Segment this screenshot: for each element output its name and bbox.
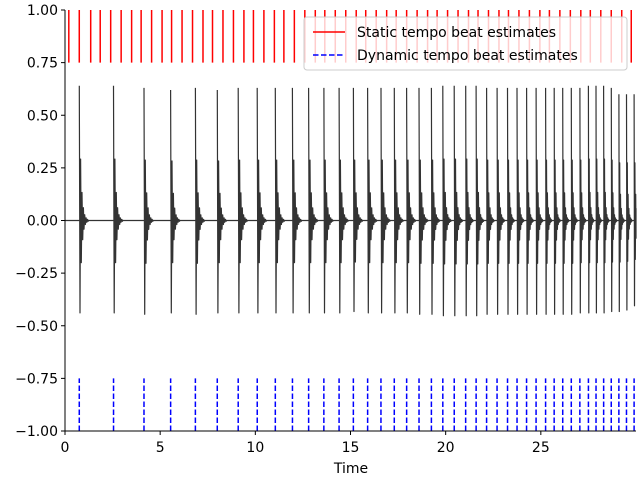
legend: Static tempo beat estimates Dynamic temp… [303,16,628,71]
waveform-burst [418,87,429,315]
waveform-burst [486,87,495,315]
waveform-burst [525,87,535,315]
dynamic-tempo-beats [78,378,635,431]
y-tick-label: −0.50 [15,319,58,335]
waveform-burst [625,94,633,311]
waveform-burst [406,87,417,314]
waveform-burst [506,87,516,315]
x-tick-label: 10 [246,440,264,456]
legend-static-label: Static tempo beat estimates [357,25,556,41]
legend-dynamic-label: Dynamic tempo beat estimates [357,48,578,64]
waveform-burst [430,87,441,315]
waveform-burst [291,87,303,314]
waveform-burst [633,94,637,307]
y-tick-label: −1.00 [15,424,58,440]
waveform-burst [308,87,319,314]
x-tick-label: 5 [156,440,165,456]
waveform-burst [338,87,350,314]
waveform-burst [143,87,155,315]
y-tick-label: 0.00 [27,214,58,230]
plot-area [65,10,637,431]
waveform-burst [78,85,90,314]
x-axis-title: Time [333,461,368,477]
axes: −1.00 −0.75 −0.50 −0.25 0.00 0.25 0.50 0.75 1.00… [15,3,636,477]
y-tick-label: 0.75 [27,56,58,72]
y-tick-label: 1.00 [27,3,58,19]
waveform-burst [610,87,618,313]
y-tick-label: 0.25 [27,161,58,177]
y-tick-label: 0.50 [27,108,58,124]
waveform-burst [442,85,452,317]
waveform-burst [112,85,124,314]
y-tick-label: −0.75 [15,371,58,387]
waveform-burst [602,85,610,314]
waveform-burst [475,85,485,317]
x-tick-label: 15 [342,440,360,456]
x-ticks: 0 5 10 15 20 25 [61,431,550,456]
y-ticks: −1.00 −0.75 −0.50 −0.25 0.00 0.25 0.50 0.75 1.00 [15,3,65,440]
waveform-burst [380,87,392,314]
waveform-burst [544,87,553,315]
waveform-burst [194,87,206,315]
x-tick-label: 0 [61,440,70,456]
waveform-burst [562,87,570,315]
x-tick-label: 20 [437,440,455,456]
waveform-burst [216,89,228,314]
waveform-burst [535,87,544,315]
waveform-burst [570,87,579,315]
waveform-burst [579,87,587,314]
waveform-burst [367,87,378,314]
audio-waveform [65,85,637,317]
waveform-burst [352,87,364,313]
waveform-burst [256,87,268,314]
waveform-burst [237,87,249,314]
waveform-burst [496,87,506,315]
waveform-burst [170,89,181,314]
y-tick-label: −0.25 [15,266,58,282]
waveform-burst [465,85,475,317]
waveform-burst [393,87,405,314]
waveform-burst [595,85,603,314]
legend-box [303,16,628,71]
waveform-burst [587,85,595,314]
waveform-burst [323,87,334,314]
waveform-burst [553,87,562,315]
waveform-burst [453,85,464,317]
waveform-burst [618,94,626,313]
waveform-burst [274,87,286,314]
x-tick-label: 25 [532,440,550,456]
waveform-burst [516,87,525,315]
